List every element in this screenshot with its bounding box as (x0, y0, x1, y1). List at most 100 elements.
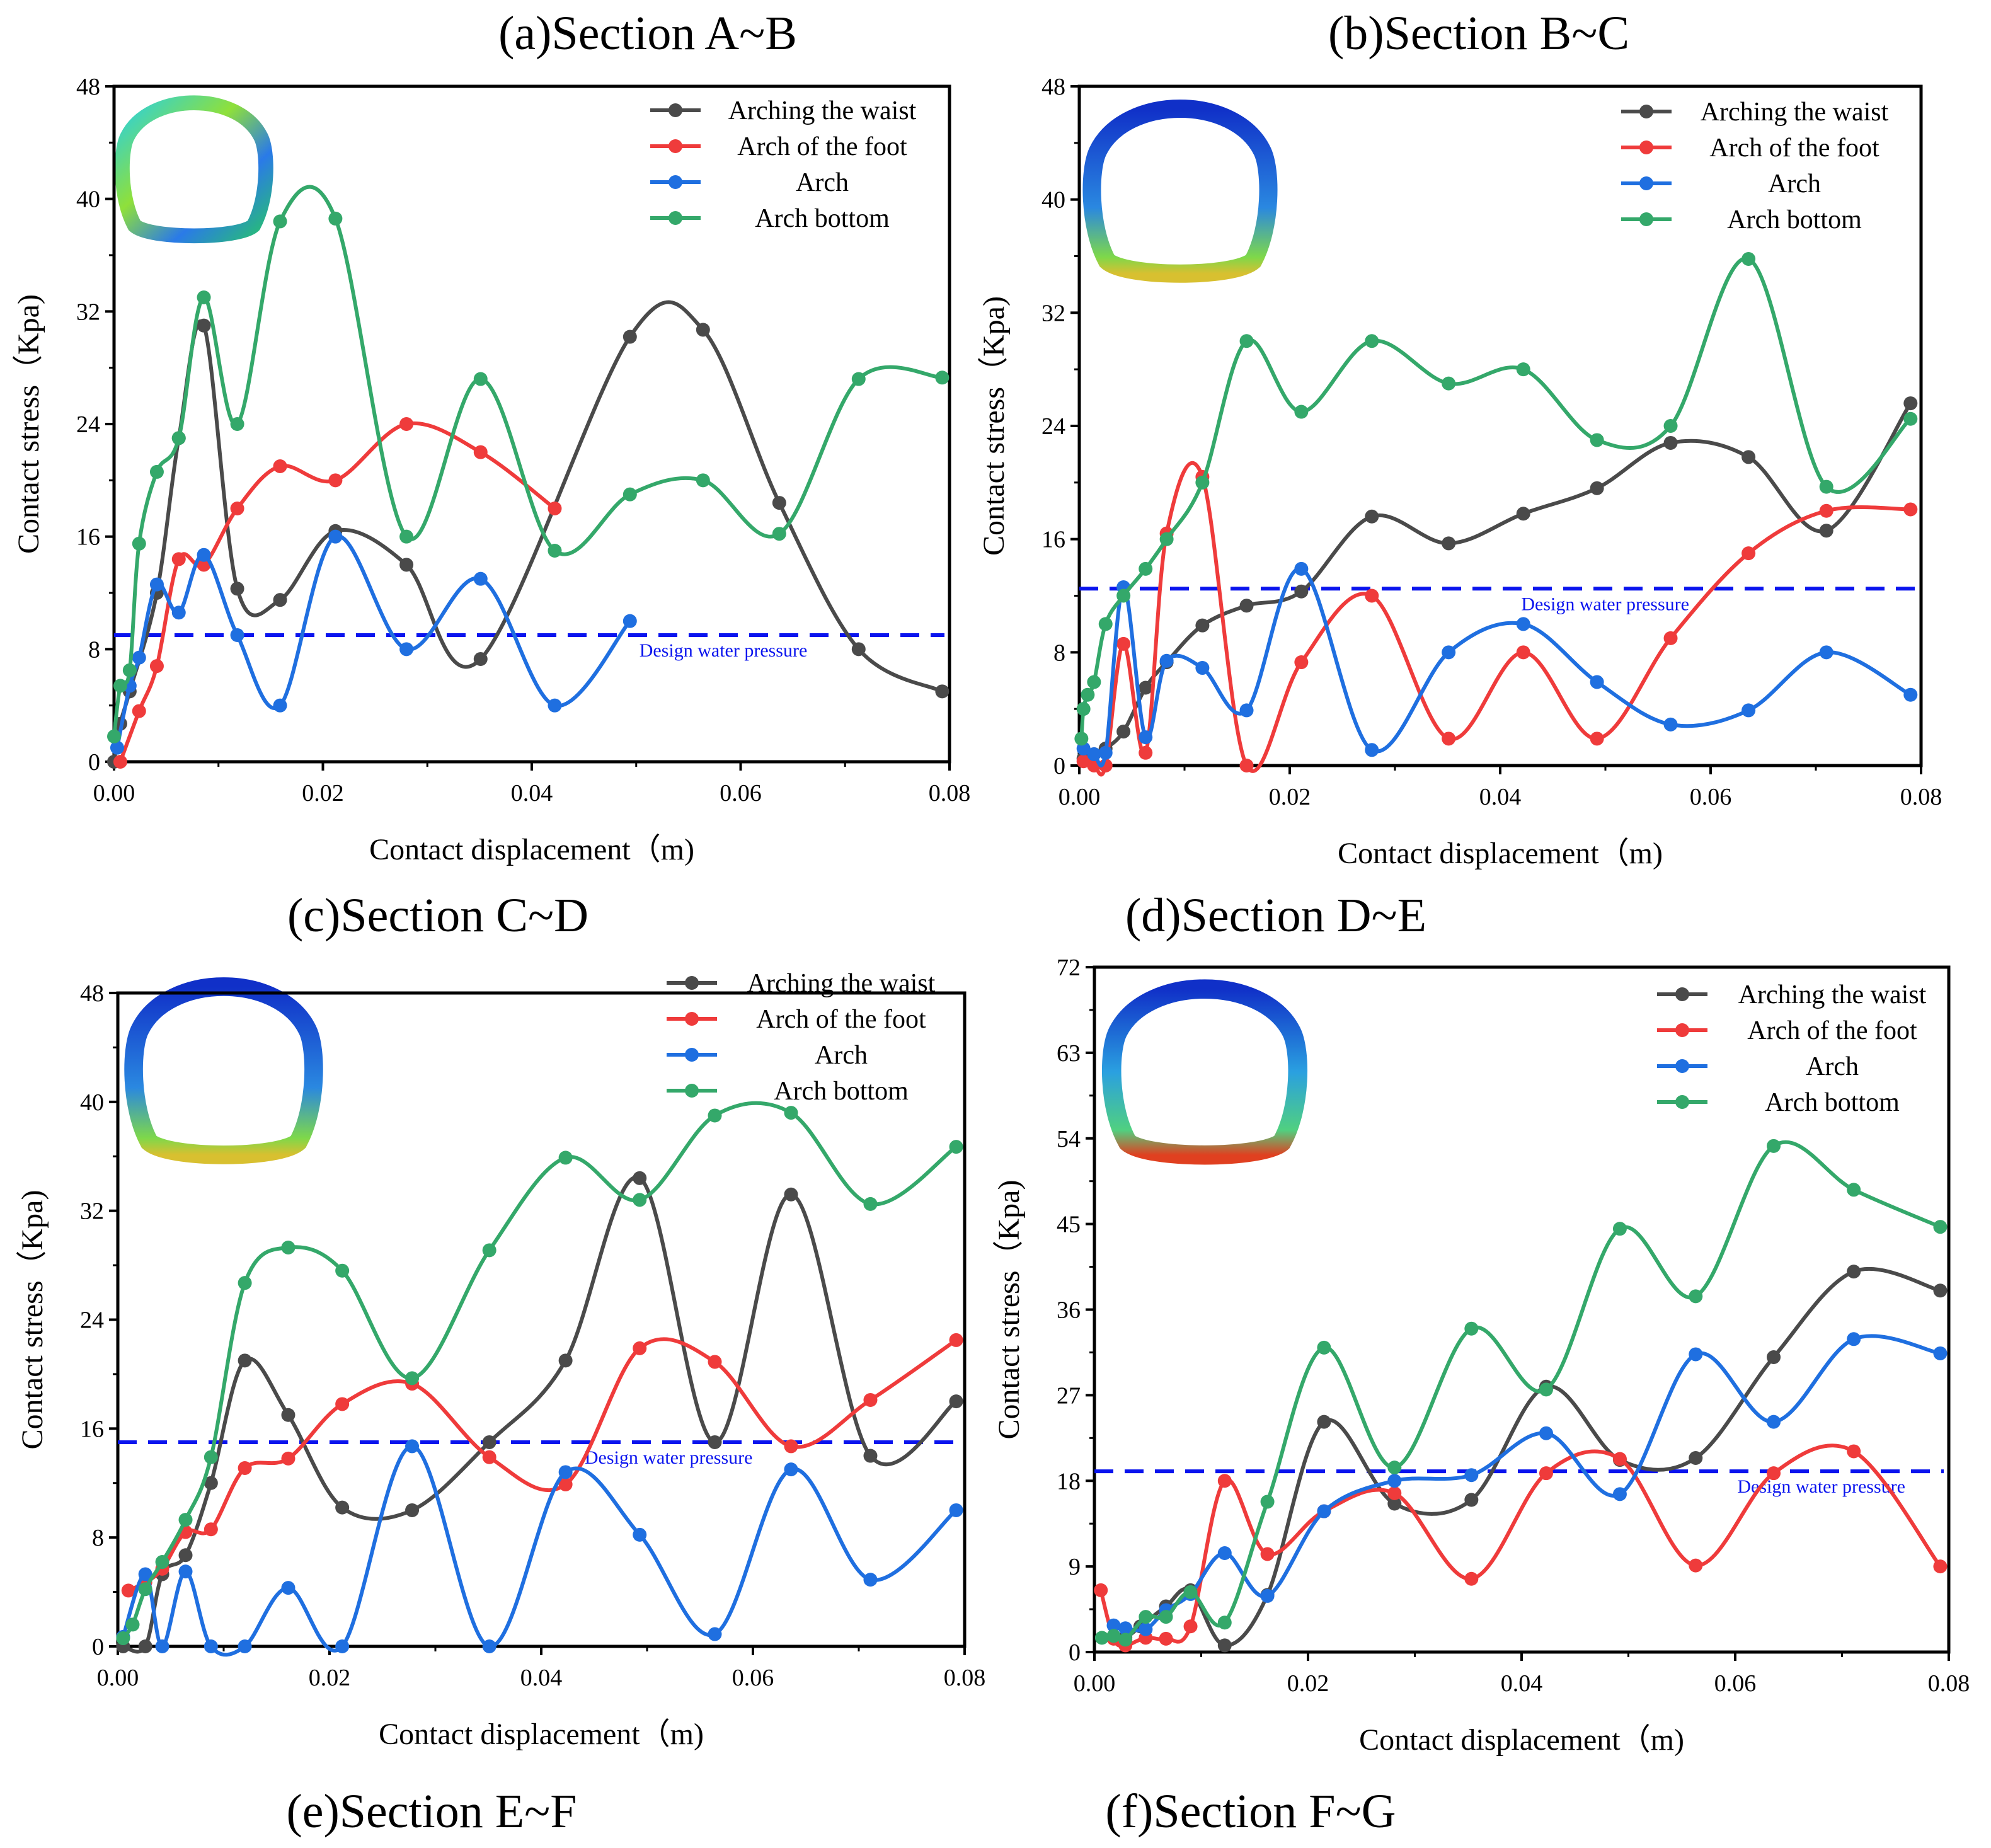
data-point (1159, 532, 1174, 546)
data-point (772, 496, 786, 510)
x-tick-label: 0.06 (720, 780, 762, 806)
data-point (1767, 1415, 1781, 1429)
foot-series (121, 1333, 963, 1598)
data-point (1239, 599, 1254, 613)
x-tick-label: 0.04 (511, 780, 553, 806)
data-point (125, 1617, 140, 1632)
data-point (328, 211, 343, 226)
data-point (1294, 405, 1309, 419)
bottom-series (1094, 1139, 1948, 1647)
series-line (1101, 1140, 1941, 1643)
legend-marker-foot (1639, 141, 1653, 154)
data-point (149, 464, 164, 479)
data-point (399, 417, 414, 431)
data-point (558, 1477, 573, 1491)
data-point (1819, 503, 1833, 518)
data-point (1239, 759, 1254, 772)
data-point (1590, 675, 1604, 689)
legend-label-arch: Arch (796, 168, 849, 197)
foot-series (1094, 1443, 1948, 1653)
arch-series (110, 529, 637, 755)
arch-series (1076, 561, 1918, 767)
data-point (230, 417, 244, 431)
data-point (204, 1476, 218, 1490)
data-point (633, 1341, 647, 1355)
data-point (633, 1171, 647, 1185)
data-point (623, 614, 637, 628)
data-point (1294, 584, 1309, 599)
data-point (281, 1581, 295, 1595)
section-label-b: (b)Section B~C (1328, 7, 1629, 60)
x-tick-label: 0.04 (520, 1665, 563, 1691)
data-point (204, 1450, 218, 1464)
y-tick-label: 24 (76, 411, 100, 438)
data-point (281, 1451, 295, 1466)
data-point (708, 1108, 722, 1123)
data-point (1074, 732, 1089, 746)
section-label-f: (f)Section F~G (1105, 1785, 1396, 1838)
data-point (1387, 1496, 1402, 1511)
data-point (1612, 1452, 1627, 1466)
data-point (405, 1503, 420, 1517)
data-point (1106, 1618, 1121, 1633)
data-point (238, 1461, 252, 1475)
data-point (1239, 703, 1254, 718)
data-point (949, 1394, 963, 1409)
x-tick-label: 0.00 (1059, 784, 1101, 810)
waist-series (1076, 396, 1918, 766)
data-point (273, 593, 287, 607)
legend-marker-arch (668, 175, 682, 189)
design-water-pressure-label: Design water pressure (1521, 594, 1689, 614)
data-point (1260, 1547, 1275, 1561)
data-point (1689, 1289, 1703, 1304)
legend-label-foot: Arch of the foot (737, 132, 907, 161)
data-point (1847, 1332, 1861, 1346)
data-point (1159, 1631, 1173, 1646)
data-point (558, 1353, 573, 1368)
data-point (149, 659, 164, 674)
data-point (949, 1503, 963, 1517)
bottom-series (116, 1101, 963, 1646)
legend-label-arch: Arch (1768, 169, 1821, 198)
y-tick-label: 24 (80, 1307, 104, 1334)
data-point (623, 487, 637, 502)
data-point (132, 650, 146, 665)
data-point (949, 1140, 963, 1154)
data-point (863, 1449, 878, 1463)
legend-label-arch: Arch (1806, 1052, 1859, 1081)
data-point (335, 1639, 350, 1653)
data-point (949, 1333, 963, 1347)
series-line (121, 1444, 958, 1657)
legend-label-arch: Arch (815, 1041, 868, 1070)
data-point (784, 1439, 798, 1454)
data-point (633, 1527, 647, 1542)
data-point (328, 473, 343, 488)
data-point (1847, 1183, 1861, 1197)
x-tick-label: 0.00 (97, 1665, 139, 1691)
data-point (230, 628, 244, 642)
y-tick-label: 48 (80, 980, 104, 1007)
data-point (1317, 1340, 1331, 1355)
x-tick-label: 0.00 (1074, 1670, 1116, 1697)
data-point (178, 1564, 193, 1579)
data-point (204, 1639, 218, 1653)
data-point (696, 323, 710, 337)
data-point (1767, 1139, 1781, 1153)
data-point (708, 1435, 722, 1449)
data-point (1741, 450, 1756, 464)
series-line (112, 300, 943, 762)
data-point (548, 502, 562, 515)
data-point (1442, 645, 1456, 660)
data-point (1516, 362, 1530, 377)
data-point (1087, 675, 1101, 689)
arch-series (116, 1439, 963, 1657)
data-point (1260, 1495, 1275, 1509)
bottom-series (107, 185, 950, 743)
legend-marker-waist (685, 976, 699, 990)
legend-marker-foot (1675, 1023, 1689, 1037)
data-point (1539, 1466, 1553, 1481)
legend-marker-bottom (685, 1084, 699, 1098)
data-point (138, 1639, 152, 1653)
x-tick-label: 0.04 (1501, 1670, 1543, 1697)
chart-panel-1: 0.00 0.02 0.04 0.06 0.08 0 8 16 24 32 40 48 Contact … (977, 74, 1942, 870)
